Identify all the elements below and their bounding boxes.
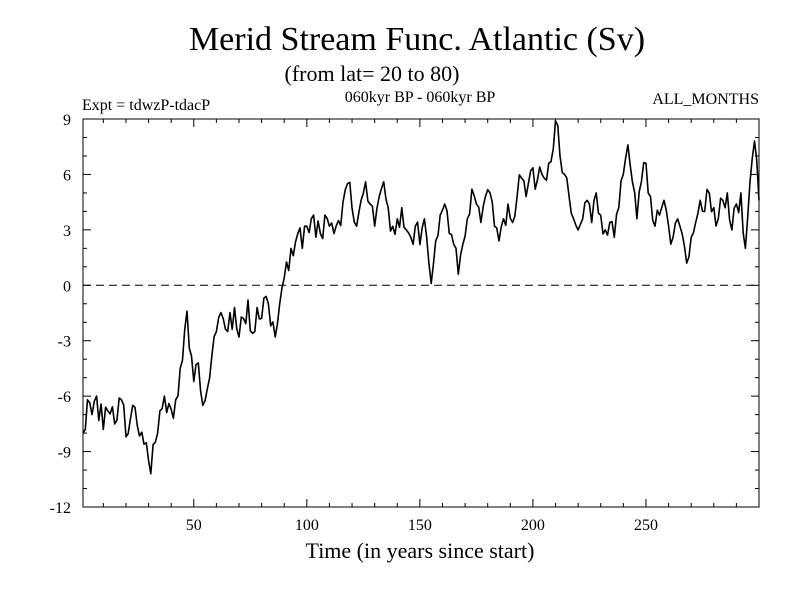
data-layer (82, 120, 760, 475)
x-tick-label: 250 (634, 517, 658, 534)
y-tick-label: -3 (58, 334, 71, 351)
y-tick-label: -12 (50, 500, 71, 517)
x-tick-label: 200 (521, 517, 545, 534)
expt-label: Expt = tdwzP-tdacP (82, 97, 210, 114)
x-tick-label: 50 (186, 517, 202, 534)
period-label: 060kyr BP - 060kyr BP (345, 89, 496, 106)
x-tick-label: 150 (408, 517, 432, 534)
chart-subtitle: (from lat= 20 to 80) (285, 61, 460, 86)
y-tick-label: 0 (63, 278, 71, 295)
x-axis-label: Time (in years since start) (306, 538, 535, 563)
series-line (82, 120, 760, 475)
chart-title: Merid Stream Func. Atlantic (Sv) (189, 21, 645, 58)
axes: -12 -9 -6 -3 0 3 6 9 50 100 150 200 250 (50, 112, 760, 534)
x-tick-label: 100 (295, 517, 319, 534)
plot-frame (82, 118, 760, 508)
y-tick-label: -6 (58, 389, 71, 406)
y-tick-label: 3 (63, 223, 71, 240)
season-label: ALL_MONTHS (652, 91, 759, 108)
y-tick-label: 9 (63, 112, 71, 129)
y-tick-label: 6 (63, 167, 71, 184)
y-tick-label: -9 (58, 445, 71, 462)
